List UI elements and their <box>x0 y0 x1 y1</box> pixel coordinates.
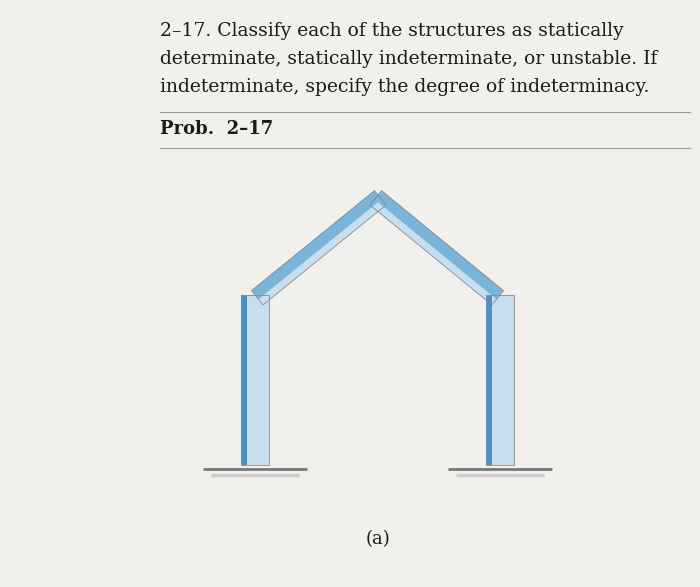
Polygon shape <box>241 295 247 465</box>
Text: determinate, statically indeterminate, or unstable. If: determinate, statically indeterminate, o… <box>160 50 657 68</box>
Text: (a): (a) <box>365 530 391 548</box>
Polygon shape <box>492 295 514 465</box>
Polygon shape <box>370 200 496 305</box>
Text: 2–17. Classify each of the structures as statically: 2–17. Classify each of the structures as… <box>160 22 624 40</box>
Text: Prob.  2–17: Prob. 2–17 <box>160 120 273 138</box>
Polygon shape <box>486 295 492 465</box>
Polygon shape <box>258 200 386 305</box>
Polygon shape <box>247 295 269 465</box>
Polygon shape <box>374 191 503 299</box>
Text: indeterminate, specify the degree of indeterminacy.: indeterminate, specify the degree of ind… <box>160 78 650 96</box>
Polygon shape <box>251 191 382 299</box>
